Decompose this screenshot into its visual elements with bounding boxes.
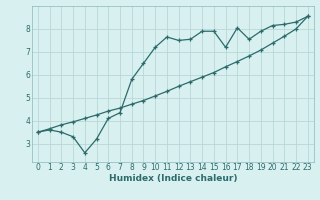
X-axis label: Humidex (Indice chaleur): Humidex (Indice chaleur) (108, 174, 237, 183)
